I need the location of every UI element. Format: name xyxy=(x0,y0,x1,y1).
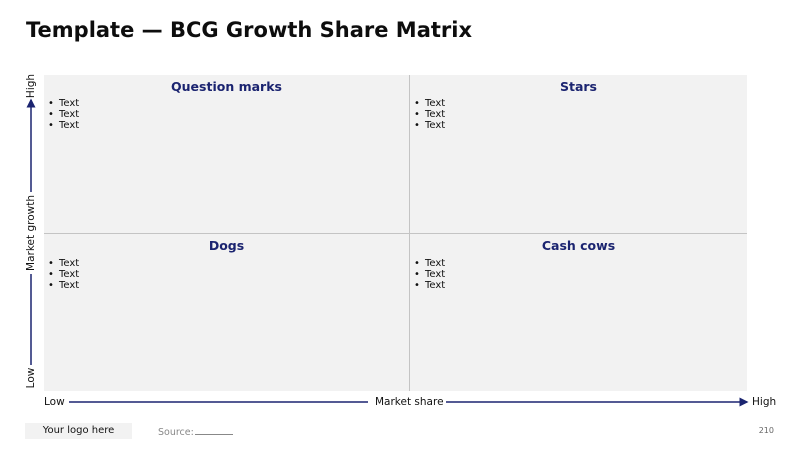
bcg-matrix: Question marks Text Text Text Stars Text… xyxy=(44,75,747,391)
bullet-item: Text xyxy=(48,280,409,291)
bullet-item: Text xyxy=(48,258,409,269)
bullet-item: Text xyxy=(414,269,747,280)
logo-placeholder: Your logo here xyxy=(25,423,132,439)
bullet-list: Text Text Text xyxy=(410,98,747,131)
bullet-item: Text xyxy=(414,280,747,291)
y-axis-title: Market growth xyxy=(25,195,37,271)
horizontal-divider xyxy=(44,233,747,234)
x-axis-high-label: High xyxy=(752,396,777,408)
quadrant-stars: Stars Text Text Text xyxy=(410,75,747,233)
bullet-item: Text xyxy=(414,98,747,109)
bullet-list: Text Text Text xyxy=(44,258,409,291)
bullet-item: Text xyxy=(48,269,409,280)
quadrant-title: Dogs xyxy=(208,238,245,253)
quadrant-question-marks: Question marks Text Text Text xyxy=(44,75,409,233)
x-axis-title: Market share xyxy=(375,396,444,408)
bullet-item: Text xyxy=(48,98,409,109)
source-note: Source: xyxy=(158,425,233,438)
source-label: Source: xyxy=(158,427,194,438)
bullet-list: Text Text Text xyxy=(410,258,747,291)
quadrant-title: Cash cows xyxy=(541,238,616,253)
quadrant-dogs: Dogs Text Text Text xyxy=(44,234,409,392)
y-axis-high-label: High xyxy=(25,73,37,99)
bullet-item: Text xyxy=(48,120,409,131)
quadrant-title: Stars xyxy=(559,79,598,94)
bullet-item: Text xyxy=(414,258,747,269)
page-number: 210 xyxy=(758,426,774,435)
x-axis-low-label: Low xyxy=(44,396,65,408)
page-title: Template — BCG Growth Share Matrix xyxy=(26,18,473,42)
bullet-item: Text xyxy=(414,109,747,120)
quadrant-title: Question marks xyxy=(171,79,282,94)
bullet-item: Text xyxy=(414,120,747,131)
bullet-item: Text xyxy=(48,109,409,120)
source-blank-line xyxy=(194,425,233,435)
bullet-list: Text Text Text xyxy=(44,98,409,131)
y-axis-low-label: Low xyxy=(25,367,37,389)
quadrant-cash-cows: Cash cows Text Text Text xyxy=(410,234,747,392)
